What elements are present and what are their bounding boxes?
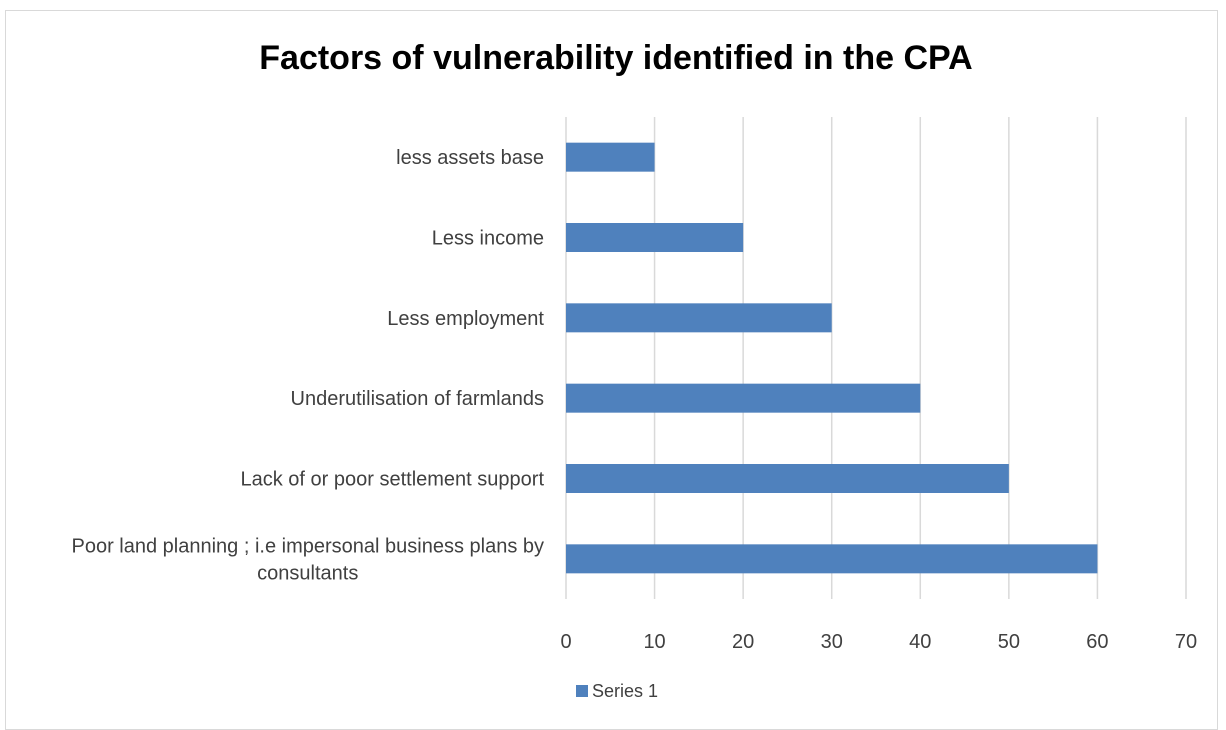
- category-label-line: Lack of or poor settlement support: [241, 469, 545, 491]
- bars: [566, 142, 1098, 574]
- gridlines: [565, 117, 1187, 599]
- bar: [566, 464, 1009, 493]
- category-label: Less employment: [387, 308, 544, 330]
- bar: [566, 142, 655, 172]
- bar: [566, 383, 921, 413]
- bar: [566, 303, 832, 333]
- category-label: Poor land planning ; i.e impersonal busi…: [71, 535, 544, 584]
- x-tick-label: 10: [643, 631, 665, 653]
- x-tick-label: 20: [732, 631, 754, 653]
- bar: [566, 544, 1098, 574]
- category-label-line: Less employment: [387, 308, 544, 330]
- bar: [566, 223, 744, 252]
- legend: Series 1: [576, 681, 658, 701]
- x-tick-label: 50: [998, 631, 1020, 653]
- category-label: Lack of or poor settlement support: [241, 469, 545, 491]
- legend-label: Series 1: [592, 681, 658, 701]
- category-labels: less assets base Less income Less employme…: [71, 147, 544, 584]
- category-label-line: Underutilisation of farmlands: [291, 388, 544, 410]
- category-label-line: Less income: [432, 228, 544, 250]
- x-tick-label: 60: [1086, 631, 1108, 653]
- legend-swatch: [576, 685, 588, 697]
- x-tick-label: 40: [909, 631, 931, 653]
- x-tick-label: 70: [1175, 631, 1197, 653]
- category-label: less assets base: [396, 147, 544, 169]
- chart-title: Factors of vulnerability identified in t…: [259, 39, 972, 77]
- chart-frame: [5, 10, 1218, 730]
- category-label-line: less assets base: [396, 147, 544, 169]
- category-label: Underutilisation of farmlands: [291, 388, 544, 410]
- category-label-line: Poor land planning ; i.e impersonal busi…: [71, 535, 544, 557]
- x-tick-labels: 0 10 20 30 40 50 60 70: [560, 631, 1197, 653]
- x-tick-label: 0: [560, 631, 571, 653]
- x-tick-label: 30: [821, 631, 843, 653]
- category-label: Less income: [432, 228, 544, 250]
- category-label-line: consultants: [257, 562, 358, 584]
